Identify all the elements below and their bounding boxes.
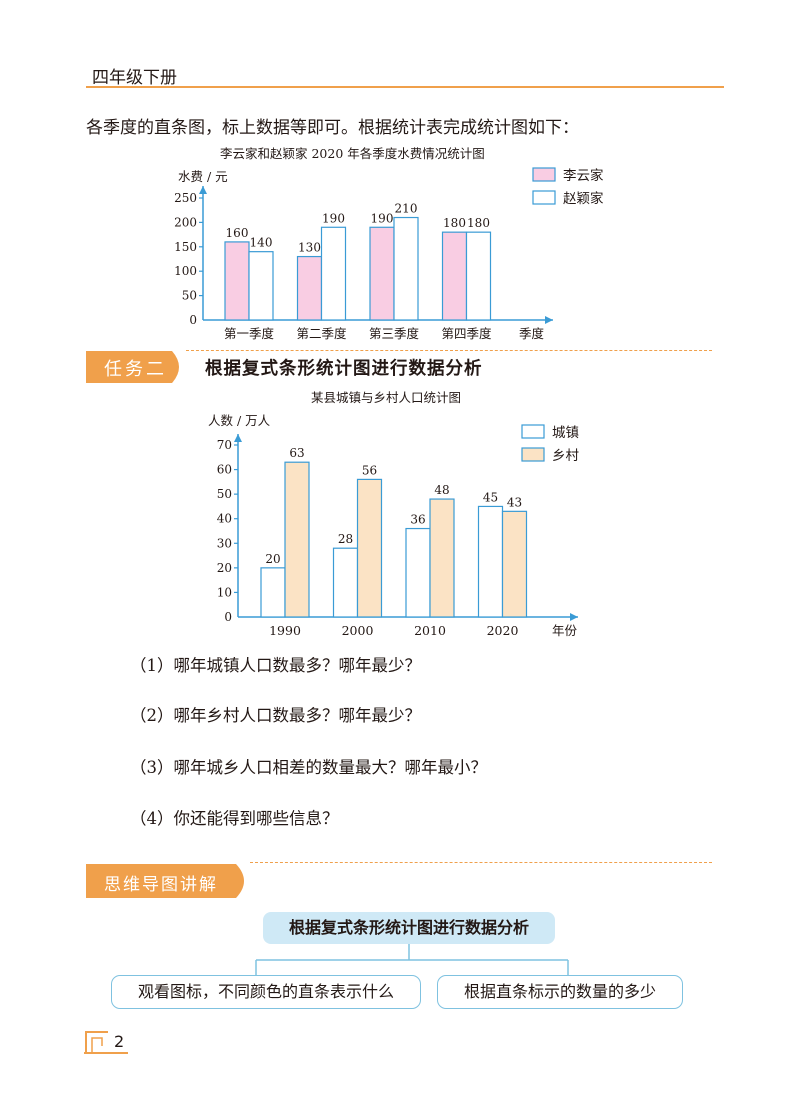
legend-label: 赵颖家	[563, 190, 604, 207]
task2-dashed-line	[186, 350, 712, 351]
task2-label: 任务二	[104, 359, 167, 380]
bar	[465, 231, 492, 321]
y-tick-label: 0	[189, 313, 197, 327]
mindmap-label: 思维导图讲解	[104, 875, 218, 895]
bar	[320, 226, 347, 321]
header-divider	[86, 86, 724, 88]
y-tick-label: 50	[182, 289, 197, 303]
data-label: 190	[322, 211, 345, 225]
intro-text: 各季度的直条图，标上数据等即可。根据统计表完成统计图如下：	[86, 118, 579, 138]
mindmap-badge	[86, 864, 244, 898]
y-tick-label: 70	[217, 438, 232, 452]
data-label: 190	[371, 211, 394, 225]
y-axis-arrow-icon	[234, 434, 242, 442]
chart2-title: 某县城镇与乡村人口统计图	[311, 390, 462, 405]
bar	[260, 567, 286, 618]
data-label: 180	[443, 216, 466, 230]
question-4: （4）你还能得到哪些信息？	[130, 809, 339, 828]
question-3: （3）哪年城乡人口相差的数量最大？哪年最小？	[130, 758, 487, 777]
x-axis-label: 季度	[519, 326, 545, 341]
page-number: 2	[114, 1032, 125, 1051]
legend-label: 李云家	[563, 167, 604, 184]
data-label: 28	[338, 532, 353, 546]
x-tick-label: 第二季度	[296, 326, 347, 341]
bar	[429, 498, 455, 618]
bar	[224, 241, 250, 321]
x-tick-label: 2020	[487, 623, 519, 638]
bar	[393, 216, 419, 321]
mindmap-dashed-line	[250, 862, 712, 863]
question-2: （2）哪年乡村人口数最多？哪年最少？	[130, 706, 421, 725]
y-tick-label: 40	[217, 512, 232, 526]
mindmap-child-node-1: 观看图标，不同颜色的直条表示什么	[111, 975, 421, 1009]
data-label: 63	[289, 446, 304, 460]
page-corner-ornament-icon	[85, 1031, 108, 1052]
bar	[501, 510, 528, 618]
y-tick-label: 100	[174, 264, 197, 278]
data-label: 36	[410, 513, 425, 527]
y-tick-label: 60	[217, 463, 232, 477]
x-tick-label: 1990	[269, 623, 301, 638]
task2-title: 根据复式条形统计图进行数据分析	[205, 359, 483, 379]
bar	[356, 478, 383, 618]
x-tick-label: 2000	[342, 623, 374, 638]
legend-label: 乡村	[552, 448, 580, 464]
mindmap-child-node-2: 根据直条标示的数量的多少	[437, 975, 683, 1009]
data-label: 20	[265, 552, 280, 566]
data-label: 130	[298, 241, 321, 255]
y-axis-label: 人数 / 万人	[208, 413, 271, 428]
y-tick-label: 30	[217, 536, 232, 550]
x-axis-arrow-icon	[545, 316, 553, 324]
data-label: 140	[250, 236, 273, 250]
x-tick-label: 第一季度	[224, 326, 275, 341]
x-tick-label: 2010	[414, 623, 446, 638]
y-tick-label: 150	[174, 240, 197, 254]
data-label: 210	[395, 202, 418, 216]
y-tick-label: 20	[217, 561, 232, 575]
legend-swatch	[532, 167, 556, 182]
x-tick-label: 第四季度	[441, 326, 492, 341]
data-label: 56	[362, 463, 377, 477]
task2-badge	[86, 351, 179, 383]
data-label: 43	[507, 495, 522, 509]
y-axis-label: 水费 / 元	[178, 169, 228, 184]
page-number-underline	[84, 1052, 128, 1054]
book-header-title: 四年级下册	[92, 68, 177, 88]
x-tick-label: 第三季度	[369, 326, 420, 341]
legend-swatch	[521, 447, 545, 462]
y-tick-label: 10	[217, 585, 232, 599]
y-tick-label: 200	[174, 215, 197, 229]
bar	[248, 251, 274, 321]
mindmap-root-node: 根据复式条形统计图进行数据分析	[263, 912, 555, 944]
y-tick-label: 0	[224, 610, 232, 624]
y-axis-arrow-icon	[199, 186, 207, 194]
bar	[284, 461, 310, 618]
question-1: （1）哪年城镇人口数最多？哪年最少？	[130, 656, 421, 675]
legend-swatch	[532, 190, 556, 205]
legend-label: 城镇	[552, 425, 579, 441]
chart1-title: 李云家和赵颖家 2020 年各季度水费情况统计图	[220, 146, 485, 161]
bar	[296, 255, 323, 321]
x-axis-arrow-icon	[570, 613, 578, 621]
data-label: 48	[434, 483, 449, 497]
y-tick-label: 250	[174, 191, 197, 205]
data-label: 160	[226, 226, 249, 240]
x-axis-label: 年份	[552, 623, 578, 638]
data-label: 45	[483, 490, 498, 504]
legend-swatch	[521, 424, 545, 439]
bar	[441, 231, 468, 321]
bar	[369, 226, 395, 321]
data-label: 180	[467, 216, 490, 230]
y-tick-label: 50	[217, 487, 232, 501]
